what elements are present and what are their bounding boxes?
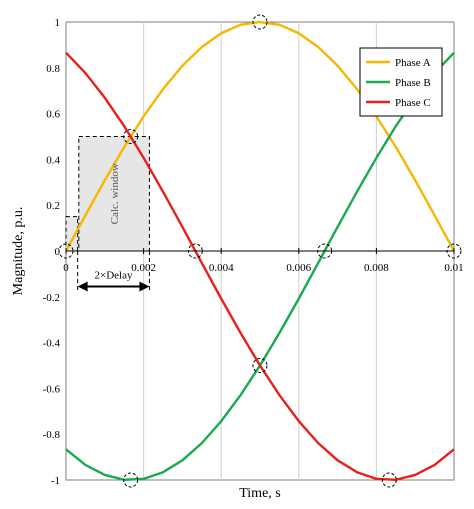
x-tick-label: 0 (63, 262, 69, 274)
calc-window-box (78, 136, 150, 252)
calc-window-label: Calc. window (109, 163, 121, 224)
annotations: Calc. window 2×Delay (77, 163, 150, 292)
delay-label: 2×Delay (95, 269, 133, 281)
marker-circle (381, 472, 397, 488)
y-tick-label: 0.2 (46, 200, 60, 212)
legend-box (359, 47, 443, 117)
x-tick-label: 0.01 (444, 262, 463, 274)
y-tick-label: 0.4 (46, 154, 60, 166)
series-line-phase-c (65, 51, 455, 481)
x-tick-label: 0.002 (131, 262, 156, 274)
legend: Phase A Phase B Phase C (359, 47, 443, 117)
y-axis-title: Magnitude, p.u. (11, 207, 26, 296)
marker-circle (252, 358, 268, 373)
x-tick-label: 0.008 (364, 262, 389, 274)
marker-circle (123, 472, 139, 488)
y-tick-label: 0.6 (46, 109, 60, 121)
y-tick-label: -0.6 (43, 383, 61, 395)
annotation-boxes (65, 136, 150, 293)
delay-arrow-head-left (77, 281, 88, 292)
y-tick-label: 0 (55, 246, 61, 258)
axes (65, 248, 455, 254)
y-tick-label: 1 (55, 17, 61, 29)
legend-label: Phase A (395, 57, 431, 69)
marker-circle (123, 129, 139, 144)
delay-arrow-head-right (139, 281, 150, 292)
marker-circle (252, 14, 268, 30)
y-tick-label: -0.8 (43, 429, 61, 441)
x-tick-label: 0.004 (209, 262, 234, 274)
series-lines (64, 20, 456, 481)
y-tick-label: -0.2 (43, 292, 60, 304)
legend-label: Phase B (395, 77, 431, 89)
y-tick-label: -1 (51, 475, 60, 487)
series-line-phase-b (65, 51, 455, 481)
y-tick-label: -0.4 (43, 338, 61, 350)
tick-labels: -1 -0.8 -0.6 -0.4 -0.2 0 0.2 0.4 0.6 0.8 1 0 0.002 0.… (43, 17, 464, 487)
x-axis-title: Time, s (239, 486, 281, 501)
x-tick-label: 0.006 (286, 262, 311, 274)
y-tick-label: 0.8 (46, 63, 60, 75)
legend-label: Phase C (395, 97, 431, 109)
